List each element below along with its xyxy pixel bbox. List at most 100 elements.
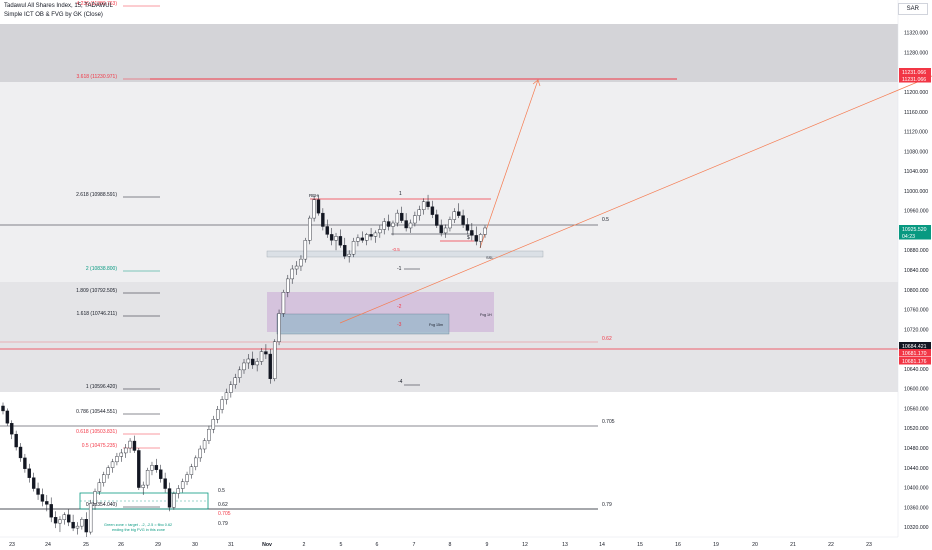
y-tick-label: 11160.000 <box>904 110 928 116</box>
candle-body <box>452 211 457 220</box>
price-scale <box>898 0 932 550</box>
price-badge-text: 10925.520 <box>902 227 927 233</box>
candle-body <box>413 215 417 224</box>
candle-body <box>264 351 268 355</box>
candle-body <box>62 514 67 520</box>
candle-body <box>224 392 229 400</box>
fib-label: 0.786 (10544.551) <box>76 409 117 415</box>
candle-body <box>430 206 435 215</box>
x-tick-label: 23 <box>866 542 872 548</box>
candle-body <box>382 221 386 230</box>
x-tick-label: 9 <box>486 542 489 548</box>
candle-body <box>461 215 465 225</box>
x-tick-label: 22 <box>828 542 834 548</box>
y-tick-label: 10720.000 <box>904 327 929 333</box>
candle-body <box>373 232 378 237</box>
y-tick-label: 10360.000 <box>904 505 929 511</box>
trend-line <box>339 75 932 324</box>
candle-body <box>163 478 167 489</box>
price-badge-text: 10681.170 <box>902 351 927 357</box>
chart-annotation: -2 <box>397 304 402 310</box>
y-tick-label: 10560.000 <box>904 406 929 412</box>
level-label: 0.705 <box>602 419 615 425</box>
candle-body <box>251 358 255 366</box>
x-tick-label: 14 <box>599 542 605 548</box>
price-badge-text: 10684.421 <box>902 344 927 350</box>
candle-body <box>67 514 71 523</box>
candle-body <box>417 209 421 216</box>
fib-label: 1 (10596.420) <box>86 384 117 390</box>
fvg-15m-box <box>276 313 450 335</box>
candle-body <box>31 477 36 489</box>
chart-annotation: -0.5 <box>392 247 400 252</box>
y-tick-label: 10480.000 <box>904 446 929 452</box>
candle-body <box>154 465 159 470</box>
candle-body <box>10 423 14 435</box>
candle-body <box>347 253 351 257</box>
chart-annotation: $ <box>467 235 470 241</box>
x-tick-label: 12 <box>522 542 528 548</box>
candle-body <box>180 481 185 489</box>
fib-label: 0 (10354.040) <box>86 502 117 508</box>
chart-annotation: ending the big FVG in this zone <box>112 528 165 532</box>
candle-body <box>360 237 365 241</box>
candle-body <box>75 525 80 529</box>
chart-annotation: Fvg 15m <box>429 323 443 327</box>
price-badge <box>899 225 931 233</box>
candle-body <box>426 201 430 207</box>
y-tick-label: 11040.000 <box>904 169 928 175</box>
x-tick-label: 29 <box>155 542 161 548</box>
candle-body <box>303 240 308 260</box>
x-tick-label: 15 <box>637 542 643 548</box>
candle-body <box>150 465 154 471</box>
candle-body <box>242 362 246 371</box>
fib-label: 2.618 (10988.591) <box>76 192 117 198</box>
candle-body <box>325 226 329 235</box>
candle-body <box>110 461 115 468</box>
y-tick-label: 11200.000 <box>904 90 928 96</box>
x-tick-label: Nov <box>262 542 272 548</box>
candle-body <box>483 227 487 235</box>
candle-body <box>356 237 360 242</box>
candle-body <box>93 491 97 504</box>
x-tick-label: 24 <box>45 542 51 548</box>
indicator-title: Simple ICT OB & FVG by GK (Close) <box>4 12 103 18</box>
candle-body <box>18 446 23 459</box>
candle-body <box>172 493 176 508</box>
candle-body <box>119 452 124 457</box>
x-tick-label: 31 <box>228 542 234 548</box>
level-label: 0.5 <box>602 217 609 223</box>
y-tick-label: 10880.000 <box>904 248 929 254</box>
candle-body <box>198 448 202 459</box>
candle-body <box>408 222 413 229</box>
x-tick-label: 7 <box>413 542 416 548</box>
chart-annotation: -4 <box>398 379 403 385</box>
candle-body <box>277 313 281 342</box>
candle-body <box>36 488 40 495</box>
arrow-head <box>532 79 541 87</box>
candle-body <box>478 234 483 242</box>
y-tick-label: 10600.000 <box>904 387 929 393</box>
x-tick-label: 30 <box>192 542 198 548</box>
y-tick-label: 10320.000 <box>904 525 929 531</box>
candle-body <box>286 278 290 293</box>
candle-body <box>132 440 137 451</box>
candle-body <box>194 457 198 467</box>
candle-body <box>391 222 395 227</box>
x-tick-label: 19 <box>713 542 719 548</box>
candle-body <box>338 236 343 246</box>
chart-annotation: 1 <box>399 191 402 197</box>
candle-body <box>53 517 58 524</box>
candle-body <box>80 519 84 527</box>
candle-body <box>448 219 452 229</box>
y-tick-label: 10400.000 <box>904 486 929 492</box>
candle-body <box>421 201 426 210</box>
x-tick-label: 8 <box>449 542 452 548</box>
candle-body <box>329 234 334 241</box>
candle-body <box>400 212 404 221</box>
candle-body <box>216 409 220 420</box>
x-tick-label: 20 <box>752 542 758 548</box>
candle-body <box>259 351 264 362</box>
currency-button[interactable]: SAR <box>897 3 928 15</box>
